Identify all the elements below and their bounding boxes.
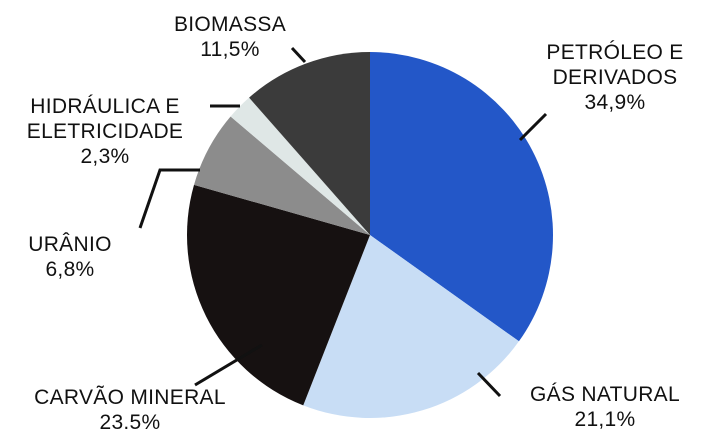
leader-line — [476, 371, 502, 398]
pie-slice — [230, 97, 370, 235]
value-label: 21,1% — [574, 408, 636, 431]
leader-line — [518, 112, 548, 142]
leader-line — [290, 46, 307, 64]
pie-slice — [194, 116, 370, 235]
slice-label: HIDRÁULICA E ELETRICIDADE 2,3% — [5, 94, 205, 169]
value-label: 23.5% — [99, 411, 161, 434]
slice-label: URÂNIO 6,8% — [10, 232, 130, 282]
pie-slice — [370, 52, 553, 342]
pie-slice — [187, 184, 370, 406]
category-label: PETRÓLEO E DERIVADOS — [546, 41, 684, 89]
value-label: 11,5% — [200, 38, 260, 61]
leader-line — [194, 343, 263, 387]
leader-line — [138, 168, 200, 229]
category-label: CARVÃO MINERAL — [34, 386, 226, 409]
slice-label: BIOMASSA 11,5% — [140, 12, 320, 62]
slice-label: PETRÓLEO E DERIVADOS 34,9% — [525, 40, 705, 115]
category-label: HIDRÁULICA E ELETRICIDADE — [26, 95, 184, 143]
category-label: URÂNIO — [28, 233, 112, 256]
category-label: BIOMASSA — [173, 13, 287, 36]
value-label: 2,3% — [80, 145, 130, 168]
value-label: 34,9% — [584, 91, 646, 114]
pie-slice — [249, 52, 370, 235]
category-label: GÁS NATURAL — [530, 383, 680, 406]
slice-label: GÁS NATURAL 21,1% — [495, 382, 708, 432]
slice-label: CARVÃO MINERAL 23.5% — [0, 385, 260, 435]
pie-slice — [303, 235, 519, 418]
value-label: 6,8% — [45, 258, 95, 281]
